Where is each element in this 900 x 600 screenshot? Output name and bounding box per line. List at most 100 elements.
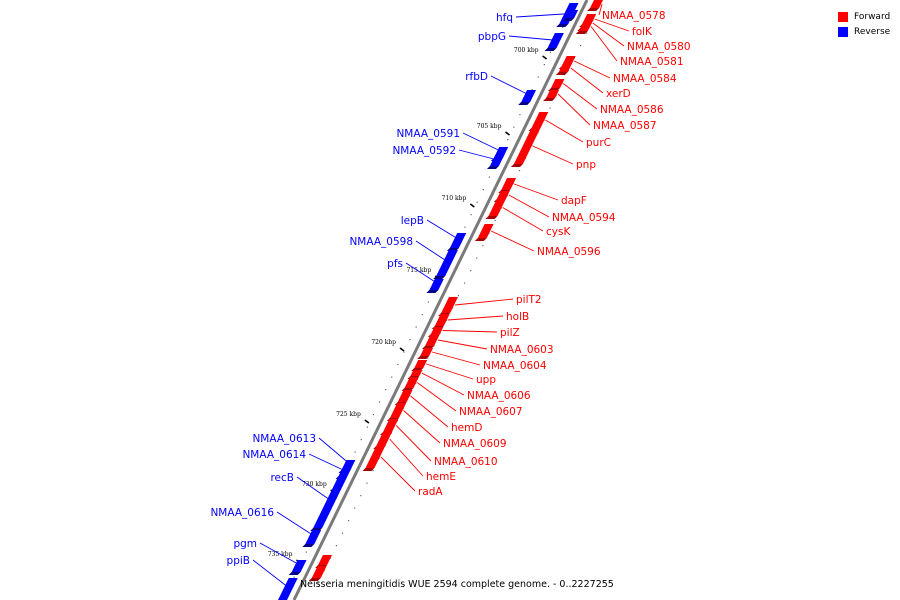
- gene-label-reverse[interactable]: rfbD: [465, 71, 488, 83]
- gene-leader-line: [415, 240, 450, 264]
- legend-label-forward: Forward: [854, 11, 891, 22]
- gene-label-reverse[interactable]: pgm: [233, 538, 257, 550]
- genome-backbone: [292, 0, 589, 600]
- gene-forward[interactable]: [474, 224, 494, 241]
- gene-label-forward[interactable]: NMAA_0606: [467, 390, 531, 402]
- gene-forward[interactable]: [587, 0, 603, 11]
- gene-label-reverse[interactable]: pfs: [387, 258, 403, 270]
- gene-label-forward[interactable]: NMAA_0603: [490, 344, 554, 356]
- gene-reverse[interactable]: [288, 560, 307, 575]
- gene-label-forward[interactable]: NMAA_0596: [537, 246, 601, 258]
- tick-label: 730 kbp: [302, 481, 327, 488]
- gene-label-forward[interactable]: NMAA_0578: [602, 10, 666, 22]
- dot: [476, 201, 478, 203]
- gene-label-forward[interactable]: pilT2: [516, 294, 542, 306]
- gene-label-reverse[interactable]: pbpG: [478, 31, 506, 43]
- gene-label-reverse[interactable]: NMAA_0591: [396, 128, 460, 140]
- tick-mark: [364, 419, 370, 424]
- gene-label-forward[interactable]: xerD: [606, 88, 631, 100]
- gene-reverse[interactable]: [433, 250, 458, 279]
- gene-reverse[interactable]: [302, 530, 322, 547]
- gene-forward[interactable]: [417, 348, 434, 359]
- gene-forward[interactable]: [401, 377, 419, 391]
- gene-leader-line: [562, 83, 598, 110]
- gene-label-forward[interactable]: hemD: [451, 422, 482, 434]
- gene-label-forward[interactable]: holB: [506, 311, 529, 323]
- gene-label-reverse[interactable]: ppiB: [227, 555, 250, 567]
- gene-forward[interactable]: [555, 64, 572, 75]
- gene-leader-line: [574, 60, 611, 79]
- gene-leader-line: [502, 207, 544, 232]
- gene-reverse[interactable]: [563, 10, 579, 21]
- gene-forward[interactable]: [485, 199, 506, 219]
- gene-label-forward[interactable]: NMAA_0609: [443, 438, 507, 450]
- gene-label-forward[interactable]: NMAA_0594: [552, 212, 616, 224]
- gene-leader-line: [421, 372, 465, 396]
- gene-label-forward[interactable]: upp: [476, 374, 496, 386]
- dot: [421, 314, 423, 316]
- gene-leader-line: [318, 437, 352, 466]
- dot: [403, 351, 405, 353]
- gene-reverse[interactable]: [275, 578, 298, 600]
- gene-leader-line: [490, 75, 532, 97]
- gene-label-forward[interactable]: radA: [418, 486, 443, 498]
- dot: [531, 89, 533, 91]
- gene-label-forward[interactable]: NMAA_0610: [434, 456, 498, 468]
- gene-label-reverse[interactable]: recB: [270, 472, 294, 484]
- gene-label-forward[interactable]: NMAA_0604: [483, 360, 547, 372]
- dot: [366, 482, 368, 484]
- gene-label-forward[interactable]: NMAA_0580: [627, 41, 691, 53]
- gene-label-forward[interactable]: pilZ: [500, 327, 520, 339]
- tick-label: 705 kbp: [477, 123, 502, 130]
- gene-label-forward[interactable]: NMAA_0586: [600, 104, 664, 116]
- gene-label-reverse[interactable]: NMAA_0598: [349, 236, 413, 248]
- gene-leader-line: [405, 262, 440, 285]
- gene-label-reverse[interactable]: hfq: [496, 12, 513, 24]
- gene-forward[interactable]: [411, 360, 428, 371]
- gene-label-reverse[interactable]: lepB: [401, 215, 424, 227]
- gene-label-reverse[interactable]: NMAA_0592: [392, 145, 456, 157]
- gene-leader-line: [491, 230, 535, 252]
- gene-reverse[interactable]: [544, 33, 564, 51]
- dot: [513, 126, 515, 128]
- dot: [360, 439, 362, 441]
- gene-forward[interactable]: [394, 390, 413, 405]
- gene-forward[interactable]: [422, 334, 440, 349]
- gene-leader-line: [598, 3, 603, 16]
- gene-reverse[interactable]: [426, 279, 444, 293]
- gene-forward[interactable]: [548, 79, 565, 91]
- gene-reverse[interactable]: [518, 90, 537, 105]
- gene-label-forward[interactable]: NMAA_0587: [593, 120, 657, 132]
- gene-leader-line: [594, 18, 630, 32]
- legend: Forward Reverse: [838, 9, 890, 39]
- gene-forward[interactable]: [510, 128, 541, 167]
- gene-forward[interactable]: [498, 178, 517, 193]
- dot: [360, 495, 362, 497]
- gene-label-forward[interactable]: purC: [586, 137, 611, 149]
- gene-label-reverse[interactable]: NMAA_0614: [242, 449, 306, 461]
- gene-label-reverse[interactable]: NMAA_0616: [210, 507, 274, 519]
- gene-leader-line: [437, 339, 488, 350]
- gene-forward[interactable]: [431, 314, 450, 329]
- gene-label-forward[interactable]: NMAA_0584: [613, 73, 677, 85]
- gene-reverse[interactable]: [446, 233, 467, 251]
- gene-label-forward[interactable]: NMAA_0607: [459, 406, 523, 418]
- gene-label-forward[interactable]: folK: [632, 26, 653, 38]
- gene-forward[interactable]: [575, 22, 593, 34]
- gene-forward[interactable]: [308, 566, 327, 581]
- gene-leader-line: [380, 456, 416, 492]
- gene-forward[interactable]: [362, 446, 386, 471]
- gene-forward[interactable]: [543, 90, 560, 101]
- dot: [372, 414, 375, 416]
- gene-label-forward[interactable]: cysK: [546, 226, 571, 238]
- gene-label-forward[interactable]: NMAA_0581: [620, 56, 684, 68]
- gene-label-forward[interactable]: hemE: [426, 471, 456, 483]
- gene-label-reverse[interactable]: NMAA_0613: [252, 433, 316, 445]
- gene-reverse[interactable]: [486, 155, 505, 169]
- gene-leader-line: [545, 119, 584, 143]
- dot: [378, 401, 381, 403]
- dot: [317, 582, 319, 584]
- gene-label-forward[interactable]: dapF: [561, 195, 587, 207]
- gene-label-forward[interactable]: pnp: [576, 159, 596, 171]
- gene-leader-line: [442, 330, 498, 333]
